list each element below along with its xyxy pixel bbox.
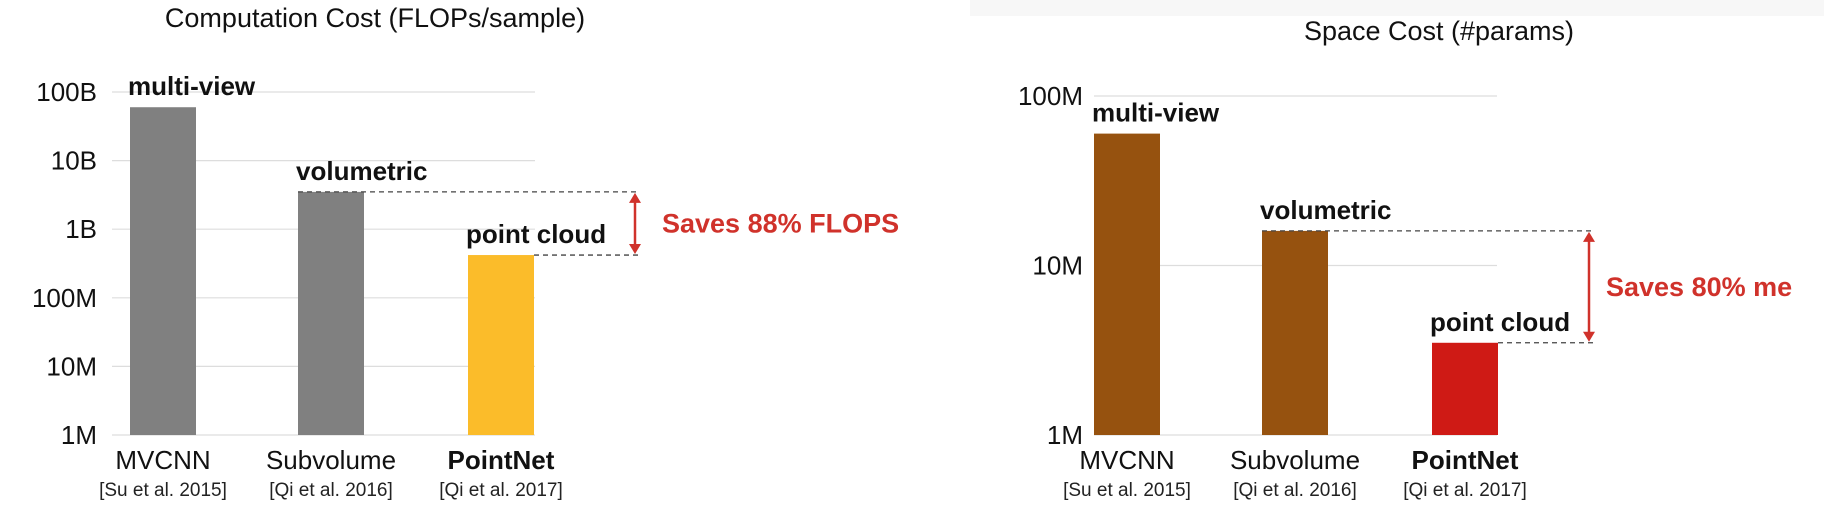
bar-label: multi-view	[128, 71, 256, 101]
citation-label: [Qi et al. 2016]	[269, 480, 393, 501]
bar-subvolume	[1262, 230, 1328, 435]
bar-label: point cloud	[1430, 307, 1570, 337]
bar-mvcnn	[130, 107, 196, 436]
bar-label: point cloud	[466, 219, 606, 249]
bar-mvcnn	[1094, 133, 1160, 435]
arrow-head-up	[1583, 231, 1595, 242]
category-label: MVCNN	[1079, 445, 1174, 475]
y-tick-label: 10B	[51, 146, 97, 176]
chart-title: Computation Cost (FLOPs/sample)	[165, 3, 585, 33]
right-panel-header-strip	[970, 0, 1824, 16]
savings-annotation: Saves 88% FLOPS	[662, 208, 899, 238]
chart-title: Space Cost (#params)	[1304, 16, 1574, 46]
y-tick-label: 1M	[1047, 420, 1083, 450]
bar-pointnet	[1432, 342, 1498, 435]
y-tick-label: 10M	[46, 351, 97, 381]
bar-label: volumetric	[1260, 195, 1392, 225]
category-label: Subvolume	[266, 445, 396, 475]
citation-label: [Qi et al. 2017]	[1403, 480, 1527, 501]
category-label: PointNet	[448, 445, 555, 475]
bar-label: multi-view	[1092, 98, 1220, 128]
arrow-head-down	[629, 244, 641, 255]
bar-subvolume	[298, 191, 364, 435]
citation-label: [Qi et al. 2016]	[1233, 480, 1357, 501]
arrow-head-down	[1583, 331, 1595, 342]
y-tick-label: 1M	[61, 420, 97, 450]
y-tick-label: 1B	[65, 214, 97, 244]
category-label: Subvolume	[1230, 445, 1360, 475]
citation-label: [Su et al. 2015]	[99, 480, 227, 501]
y-tick-label: 100B	[36, 77, 97, 107]
savings-annotation: Saves 80% me	[1606, 272, 1792, 302]
citation-label: [Qi et al. 2017]	[439, 480, 563, 501]
y-tick-label: 10M	[1032, 251, 1083, 281]
arrow-head-up	[629, 192, 641, 203]
y-tick-label: 100M	[32, 283, 97, 313]
y-tick-label: 100M	[1018, 81, 1083, 111]
category-label: MVCNN	[115, 445, 210, 475]
citation-label: [Su et al. 2015]	[1063, 480, 1191, 501]
category-label: PointNet	[1412, 445, 1519, 475]
bar-label: volumetric	[296, 156, 428, 186]
bar-pointnet	[468, 255, 534, 435]
